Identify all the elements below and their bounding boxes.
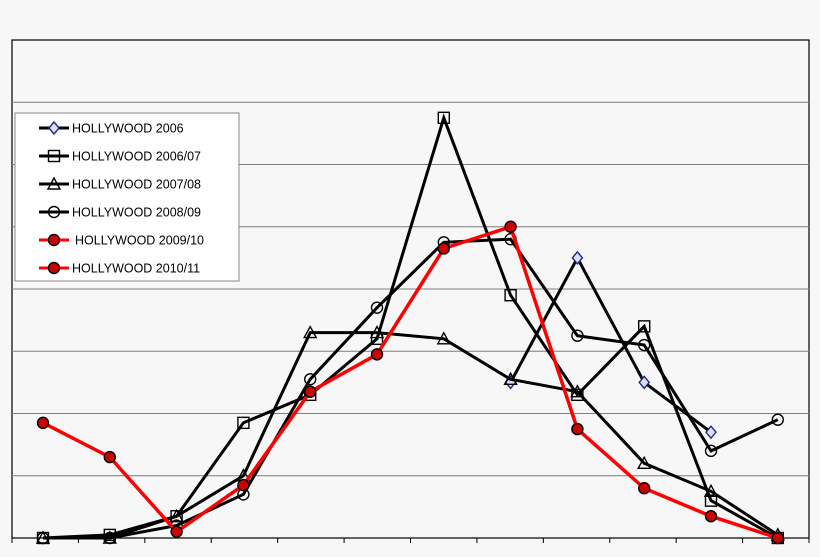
- series-3-point-9: [638, 338, 651, 352]
- series-2-point-7: [503, 371, 518, 385]
- legend-label-5: HOLLYWOOD 2010/11: [72, 262, 200, 276]
- series-5-point-10: [704, 510, 718, 523]
- legend-marker-0: [48, 120, 60, 136]
- series-3-point-0: [36, 531, 50, 545]
- legend-marker-5: [47, 261, 61, 275]
- series-5-point-11: [771, 531, 784, 545]
- legend-label-3: HOLLYWOOD 2008/09: [72, 206, 201, 220]
- series-5-point-9: [638, 482, 651, 495]
- series-1-point-7: [504, 289, 517, 302]
- legend: [14, 112, 240, 282]
- series-line-0: [509, 254, 712, 434]
- series-0-point-1: [571, 250, 584, 265]
- series-2-point-4: [303, 325, 318, 339]
- series-5-point-8: [571, 422, 584, 436]
- series-5-point-2: [170, 525, 183, 538]
- legend-marker-1: [47, 149, 61, 163]
- series-3-point-4: [304, 373, 317, 386]
- legend-label-2: HOLLYWOOD 2007/08: [72, 178, 201, 192]
- series-5-point-5: [370, 348, 384, 361]
- series-5-point-4: [304, 385, 317, 398]
- series-5-point-3: [237, 478, 250, 492]
- series-3-point-11: [771, 413, 784, 426]
- series-3-point-1: [103, 531, 117, 545]
- legend-marker-2: [46, 176, 62, 190]
- legend-label-0: HOLLYWOOD 2006: [72, 122, 184, 136]
- series-5-point-1: [103, 450, 117, 464]
- series-2-point-5: [369, 325, 385, 339]
- series-2-point-9: [637, 455, 652, 469]
- series-2-point-6: [436, 331, 451, 345]
- series-1-point-3: [237, 416, 250, 430]
- series-3-point-5: [370, 301, 384, 314]
- series-5-point-6: [437, 242, 450, 255]
- series-1-point-6: [437, 111, 450, 125]
- series-line-3: [43, 237, 779, 540]
- series-2-point-8: [570, 384, 585, 398]
- series-3-point-10: [704, 444, 718, 458]
- series-1-point-10: [704, 494, 718, 507]
- series-5-point-7: [504, 220, 517, 233]
- legend-label-1: HOLLYWOOD 2006/07: [72, 150, 201, 164]
- series-2-point-2: [169, 508, 184, 522]
- series-3-point-8: [571, 329, 584, 342]
- series-line-5: [42, 224, 779, 540]
- series-0-point-2: [638, 375, 651, 390]
- series-1-point-9: [638, 320, 651, 333]
- series-5-point-0: [36, 416, 50, 430]
- legend-marker-4: [47, 233, 61, 247]
- series-2-point-10: [703, 483, 719, 498]
- legend-marker-3: [47, 205, 61, 219]
- legend-label-4: HOLLYWOOD 2009/10: [75, 234, 204, 248]
- series-0-point-3: [705, 425, 717, 440]
